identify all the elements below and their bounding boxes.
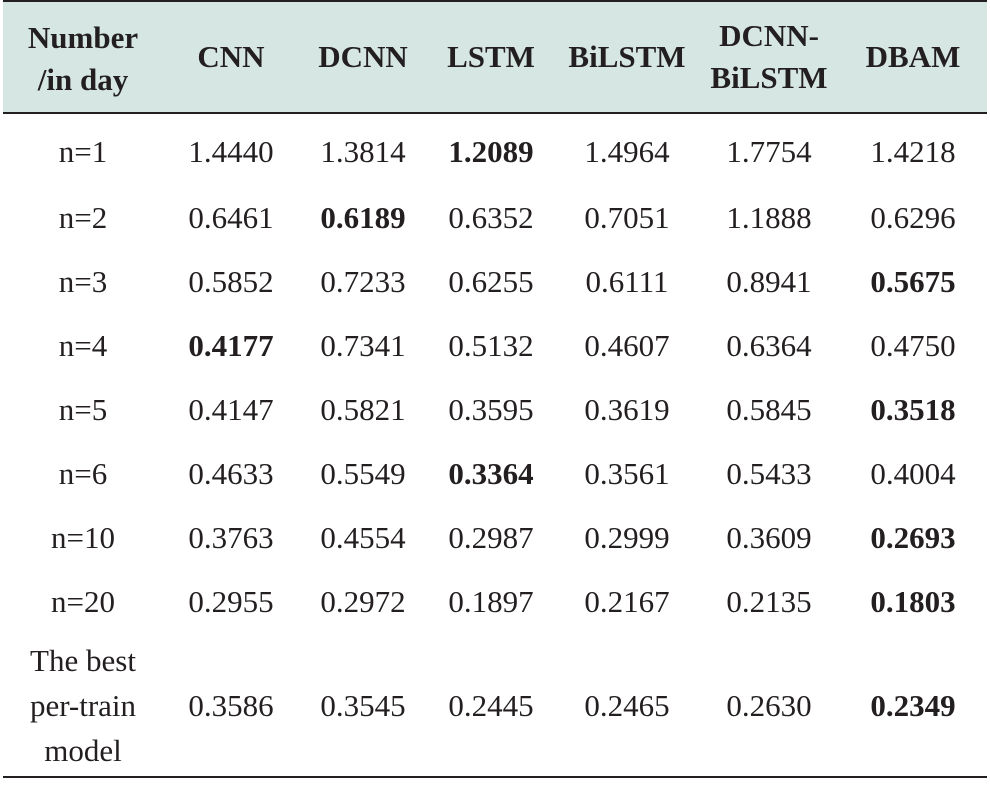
best-value-cell: 0.5675 xyxy=(870,264,956,299)
value-cell: 0.7341 xyxy=(320,328,406,363)
best-value-cell: 0.4177 xyxy=(188,328,274,363)
value-cell: 0.4554 xyxy=(320,520,406,555)
value-cell: 1.7754 xyxy=(726,134,812,169)
value-cell: 0.6296 xyxy=(870,200,956,235)
best-value-cell: 0.3364 xyxy=(448,456,534,491)
row-label: n=3 xyxy=(58,264,108,299)
table-header: Number /in day CNN DCNN LSTM BiLSTM DCNN… xyxy=(3,0,987,114)
best-value-cell: 0.3518 xyxy=(870,392,956,427)
results-table: Number /in day CNN DCNN LSTM BiLSTM DCNN… xyxy=(3,0,987,778)
value-cell: 0.2630 xyxy=(699,634,839,778)
row-label: n=4 xyxy=(58,328,108,363)
header-dcnn: DCNN xyxy=(299,0,427,114)
row-label-line: The best xyxy=(30,642,136,678)
value-cell: 0.5132 xyxy=(448,328,534,363)
row-label: n=6 xyxy=(58,456,108,491)
value-cell: 0.4750 xyxy=(870,328,956,363)
value-cell: 1.4964 xyxy=(584,134,670,169)
header-line: Number xyxy=(27,20,139,55)
value-cell: 0.2987 xyxy=(448,520,534,555)
value-cell: 0.7233 xyxy=(320,264,406,299)
value-cell: 0.4004 xyxy=(870,456,956,491)
value-cell: 0.5549 xyxy=(320,456,406,491)
header-line: /in day xyxy=(37,62,129,97)
row-label-line: model xyxy=(44,732,122,768)
value-cell: 0.4147 xyxy=(188,392,274,427)
value-cell: 0.2167 xyxy=(584,584,670,619)
value-cell: 0.2955 xyxy=(188,584,274,619)
best-value-cell: 0.1803 xyxy=(870,584,956,619)
header-bilstm: BiLSTM xyxy=(555,0,699,114)
header-cnn: CNN xyxy=(163,0,299,114)
value-cell: 0.5433 xyxy=(726,456,812,491)
row-label: The best per-train model xyxy=(3,634,163,778)
header-line: LSTM xyxy=(447,39,535,74)
value-cell: 0.2999 xyxy=(584,520,670,555)
header-dbam: DBAM xyxy=(839,0,987,114)
value-cell: 0.5821 xyxy=(320,392,406,427)
value-cell: 0.4633 xyxy=(188,456,274,491)
row-label: n=5 xyxy=(58,392,108,427)
results-table-container: Number /in day CNN DCNN LSTM BiLSTM DCNN… xyxy=(3,0,987,778)
value-cell: 0.6461 xyxy=(188,200,274,235)
value-cell: 0.2465 xyxy=(555,634,699,778)
row-label-line: per-train xyxy=(29,687,137,723)
header-number-in-day: Number /in day xyxy=(3,0,163,114)
header-line: BiLSTM xyxy=(568,39,686,74)
best-value-cell: 0.2693 xyxy=(870,520,956,555)
value-cell: 0.3586 xyxy=(163,634,299,778)
header-lstm: LSTM xyxy=(427,0,555,114)
table-row: n=3 0.5852 0.7233 0.6255 0.6111 0.8941 0… xyxy=(3,250,987,314)
table-row: n=6 0.4633 0.5549 0.3364 0.3561 0.5433 0… xyxy=(3,442,987,506)
value-cell: 0.2135 xyxy=(726,584,812,619)
header-line: CNN xyxy=(197,39,265,74)
value-cell: 0.7051 xyxy=(584,200,670,235)
value-cell: 0.6352 xyxy=(448,200,534,235)
value-cell: 0.3595 xyxy=(448,392,534,427)
value-cell: 0.3561 xyxy=(584,456,670,491)
table-row: n=1 1.4440 1.3814 1.2089 1.4964 1.7754 1… xyxy=(3,113,987,186)
table-row: n=2 0.6461 0.6189 0.6352 0.7051 1.1888 0… xyxy=(3,186,987,250)
value-cell: 0.8941 xyxy=(726,264,812,299)
header-line: DBAM xyxy=(865,39,961,74)
value-cell: 1.4440 xyxy=(188,134,274,169)
value-cell: 1.3814 xyxy=(320,134,406,169)
row-label: n=10 xyxy=(51,520,115,555)
row-label: n=20 xyxy=(51,584,115,619)
best-value-cell: 0.6189 xyxy=(320,200,406,235)
value-cell: 0.6255 xyxy=(448,264,534,299)
value-cell: 0.3609 xyxy=(726,520,812,555)
table-row: n=5 0.4147 0.5821 0.3595 0.3619 0.5845 0… xyxy=(3,378,987,442)
header-line: DCNN xyxy=(318,39,408,74)
value-cell: 0.3619 xyxy=(584,392,670,427)
table-row: n=20 0.2955 0.2972 0.1897 0.2167 0.2135 … xyxy=(3,570,987,634)
header-dcnn-bilstm: DCNN- BiLSTM xyxy=(699,0,839,114)
value-cell: 0.2972 xyxy=(320,584,406,619)
value-cell: 1.1888 xyxy=(726,200,812,235)
table-row: n=4 0.4177 0.7341 0.5132 0.4607 0.6364 0… xyxy=(3,314,987,378)
row-label: n=1 xyxy=(58,134,108,169)
best-value-cell: 0.2349 xyxy=(839,634,987,778)
best-value-cell: 1.2089 xyxy=(448,134,534,169)
value-cell: 0.6364 xyxy=(726,328,812,363)
table-body: n=1 1.4440 1.3814 1.2089 1.4964 1.7754 1… xyxy=(3,113,987,778)
value-cell: 0.2445 xyxy=(427,634,555,778)
value-cell: 0.3763 xyxy=(188,520,274,555)
value-cell: 0.6111 xyxy=(585,264,669,299)
header-line: BiLSTM xyxy=(710,60,828,95)
header-row: Number /in day CNN DCNN LSTM BiLSTM DCNN… xyxy=(3,0,987,114)
value-cell: 0.1897 xyxy=(448,584,534,619)
table-row-best-pretrain: The best per-train model 0.3586 0.3545 0… xyxy=(3,634,987,778)
table-row: n=10 0.3763 0.4554 0.2987 0.2999 0.3609 … xyxy=(3,506,987,570)
value-cell: 0.3545 xyxy=(299,634,427,778)
value-cell: 0.5852 xyxy=(188,264,274,299)
value-cell: 1.4218 xyxy=(870,134,956,169)
header-line: DCNN- xyxy=(719,18,819,53)
value-cell: 0.4607 xyxy=(584,328,670,363)
value-cell: 0.5845 xyxy=(726,392,812,427)
row-label: n=2 xyxy=(58,200,108,235)
